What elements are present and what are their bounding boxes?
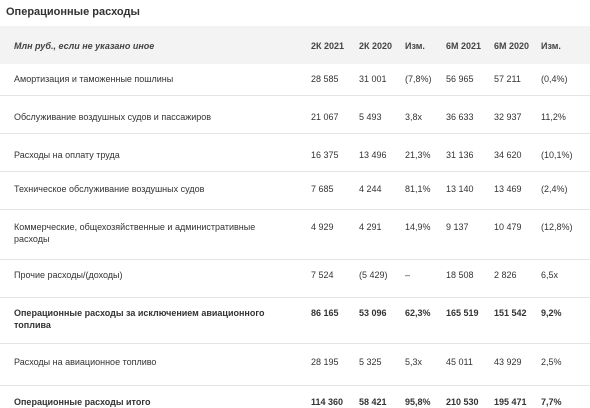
cell-change-6m: 11,2%: [541, 112, 566, 122]
cell-change-q: 14,9%: [405, 222, 431, 232]
header-2q2020: 2К 2020: [359, 41, 393, 51]
cell-2q2021: 21 067: [311, 112, 339, 122]
header-6m2021: 6М 2021: [446, 41, 482, 51]
header-change-6m: Изм.: [541, 41, 561, 51]
row-label: Операционные расходы за исключением авиа…: [14, 308, 265, 330]
row-label: Прочие расходы/(доходы): [14, 270, 123, 280]
cell-change-6m: 9,2%: [541, 308, 562, 318]
page-title: Операционные расходы: [6, 6, 140, 18]
cell-2q2021: 86 165: [311, 308, 339, 318]
cell-6m2021: 31 136: [446, 150, 474, 160]
row-divider: [0, 209, 590, 210]
cell-change-6m: (0,4%): [541, 74, 568, 84]
cell-change-6m: 2,5%: [541, 357, 562, 367]
row-label: Обслуживание воздушных судов и пассажиро…: [14, 112, 212, 122]
table-header-band: [0, 26, 590, 64]
row-divider: [0, 133, 590, 134]
cell-2q2020: 4 244: [359, 184, 382, 194]
cell-2q2020: 5 325: [359, 357, 382, 367]
cell-6m2021: 9 137: [446, 222, 469, 232]
row-divider: [0, 385, 590, 386]
cell-2q2020: (5 429): [359, 270, 388, 280]
cell-change-q: 95,8%: [405, 397, 431, 407]
cell-6m2021: 13 140: [446, 184, 474, 194]
cell-change-6m: (12,8%): [541, 222, 573, 232]
row-divider: [0, 95, 590, 96]
header-6m2020: 6М 2020: [494, 41, 530, 51]
cell-6m2021: 18 508: [446, 270, 474, 280]
cell-6m2020: 151 542: [494, 308, 527, 318]
cell-change-q: 81,1%: [405, 184, 431, 194]
row-label: Техническое обслуживание воздушных судов: [14, 184, 205, 194]
cell-6m2020: 43 929: [494, 357, 522, 367]
cell-2q2021: 28 195: [311, 357, 339, 367]
cell-6m2020: 34 620: [494, 150, 522, 160]
cell-2q2021: 114 360: [311, 397, 344, 407]
row-label: Расходы на авиационное топливо: [14, 357, 157, 367]
row-label: Операционные расходы итого: [14, 397, 151, 407]
cell-6m2020: 13 469: [494, 184, 522, 194]
cell-6m2020: 57 211: [494, 74, 521, 84]
cell-change-q: 5,3x: [405, 357, 423, 367]
cell-6m2021: 45 011: [446, 357, 473, 367]
row-label: Расходы на оплату труда: [14, 150, 120, 160]
row-divider: [0, 259, 590, 260]
cell-2q2021: 4 929: [311, 222, 334, 232]
cell-6m2020: 195 471: [494, 397, 527, 407]
cell-2q2021: 7 685: [311, 184, 334, 194]
row-label: Амортизация и таможенные пошлины: [14, 74, 174, 84]
cell-change-6m: 6,5x: [541, 270, 559, 280]
cell-6m2021: 165 519: [446, 308, 479, 318]
cell-2q2020: 5 493: [359, 112, 382, 122]
cell-6m2021: 210 530: [446, 397, 479, 407]
header-change-q: Изм.: [405, 41, 425, 51]
cell-6m2021: 36 633: [446, 112, 474, 122]
row-label: Коммерческие, общехозяйственные и админи…: [14, 222, 256, 244]
cell-change-6m: 7,7%: [541, 397, 562, 407]
header-2q2021: 2К 2021: [311, 41, 345, 51]
cell-2q2020: 13 496: [359, 150, 387, 160]
cell-6m2020: 32 937: [494, 112, 522, 122]
cell-change-6m: (2,4%): [541, 184, 568, 194]
cell-change-q: 62,3%: [405, 308, 431, 318]
row-divider: [0, 343, 590, 344]
header-label: Млн руб., если не указано иное: [14, 41, 155, 51]
cell-change-q: 21,3%: [405, 150, 431, 160]
cell-change-q: –: [405, 270, 411, 280]
cell-2q2020: 58 421: [359, 397, 387, 407]
cell-change-q: 3,8x: [405, 112, 423, 122]
row-divider: [0, 297, 590, 298]
cell-change-6m: (10,1%): [541, 150, 573, 160]
cell-2q2021: 16 375: [311, 150, 339, 160]
cell-2q2021: 7 524: [311, 270, 334, 280]
cell-6m2021: 56 965: [446, 74, 474, 84]
cell-2q2020: 31 001: [359, 74, 387, 84]
cell-2q2021: 28 585: [311, 74, 339, 84]
cell-2q2020: 53 096: [359, 308, 387, 318]
cell-change-q: (7,8%): [405, 74, 432, 84]
cell-2q2020: 4 291: [359, 222, 382, 232]
cell-6m2020: 2 826: [494, 270, 517, 280]
row-divider: [0, 171, 590, 172]
cell-6m2020: 10 479: [494, 222, 522, 232]
